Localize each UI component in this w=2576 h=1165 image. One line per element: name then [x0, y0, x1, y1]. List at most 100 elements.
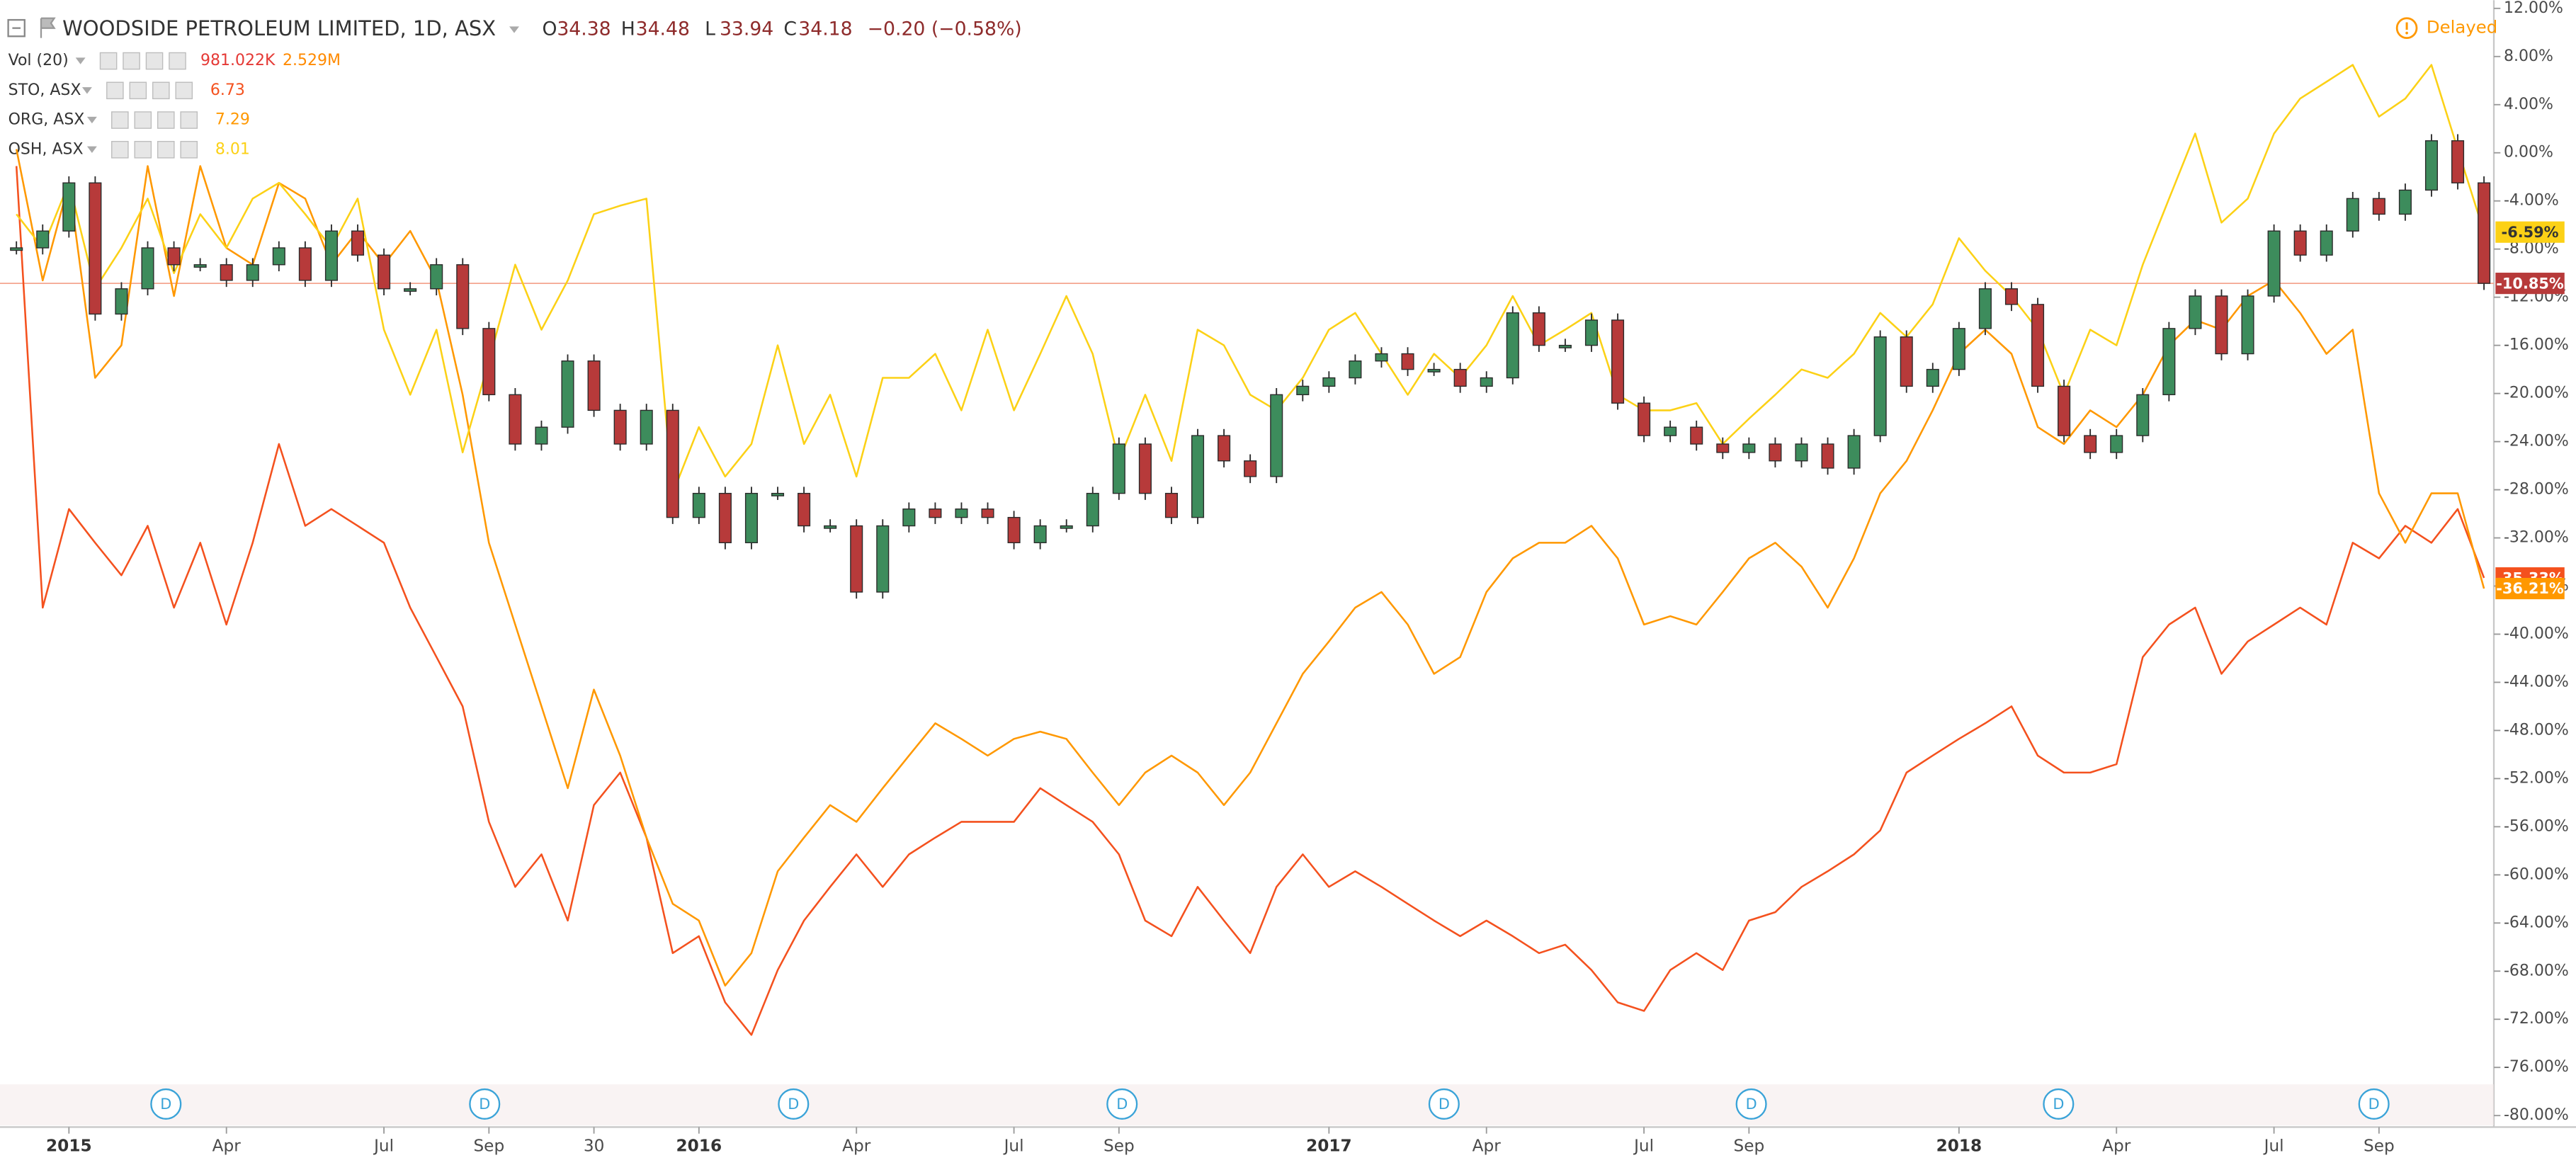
- y-tick-label: -20.00%: [2504, 385, 2569, 402]
- candle-body: [1584, 319, 1599, 346]
- candle-body: [535, 426, 548, 445]
- legend-icon[interactable]: [134, 111, 152, 129]
- candle-body: [324, 230, 338, 281]
- legend-icon[interactable]: [175, 81, 193, 100]
- dropdown-icon[interactable]: [75, 57, 86, 64]
- candle-body: [482, 328, 496, 395]
- ohlc-label: H: [621, 18, 635, 40]
- dropdown-icon[interactable]: [86, 146, 97, 153]
- candle-body: [771, 492, 785, 496]
- eye-icon[interactable]: [99, 52, 118, 70]
- x-tick-label: Jul: [1003, 1137, 1024, 1156]
- volume-pane: [0, 1084, 2495, 1126]
- candle-body: [2110, 435, 2123, 453]
- candle-body: [1401, 353, 1414, 370]
- legend-icon[interactable]: [180, 111, 198, 129]
- collapse-icon[interactable]: [7, 18, 25, 38]
- dividend-label: D: [788, 1096, 799, 1113]
- volume-value: 981.022K: [200, 52, 276, 69]
- price-tag-label: -10.85%: [2496, 275, 2564, 292]
- candle-body: [378, 254, 391, 290]
- candle-body: [1296, 385, 1310, 395]
- candle-body: [1480, 377, 1493, 387]
- dividend-marker[interactable]: [469, 1088, 501, 1120]
- candle-body: [692, 492, 705, 518]
- candle-body: [1558, 344, 1572, 348]
- dividend-marker[interactable]: [1428, 1088, 1460, 1120]
- y-tick-label: -24.00%: [2504, 433, 2569, 450]
- candle-body: [1244, 460, 1257, 477]
- candle-body: [1427, 368, 1441, 373]
- y-tick-label: -44.00%: [2504, 673, 2569, 691]
- dividend-marker[interactable]: [2358, 1088, 2390, 1120]
- dropdown-icon[interactable]: [86, 116, 97, 124]
- dividend-marker[interactable]: [1735, 1088, 1767, 1120]
- legend-icon[interactable]: [106, 81, 124, 100]
- dividend-label: D: [160, 1096, 171, 1113]
- candle-body: [1270, 394, 1283, 477]
- candle-body: [613, 409, 627, 445]
- y-tick-label: -72.00%: [2504, 1010, 2569, 1028]
- candle-body: [351, 230, 365, 256]
- dividend-label: D: [2368, 1096, 2380, 1113]
- candle-body: [850, 525, 863, 593]
- candle-body: [1821, 443, 1834, 469]
- dividend-marker[interactable]: [2043, 1088, 2075, 1120]
- candle-body: [1007, 516, 1021, 544]
- add-icon[interactable]: [145, 52, 164, 70]
- candle-body: [1164, 492, 1178, 518]
- y-tick-label: -76.00%: [2504, 1058, 2569, 1076]
- dividend-label: D: [1439, 1096, 1450, 1113]
- y-tick-label: -60.00%: [2504, 865, 2569, 883]
- settings-icon[interactable]: [123, 52, 140, 70]
- candle-body: [981, 508, 994, 518]
- dividend-label: D: [1116, 1096, 1128, 1113]
- legend-icon[interactable]: [157, 141, 175, 159]
- delayed-label: Delayed: [2427, 17, 2497, 38]
- volume-name: Vol (20): [8, 52, 69, 69]
- legend: STO, ASX 6.73 ORG, ASX 7.29 OSH, ASX 8.01: [8, 81, 250, 159]
- dividend-marker[interactable]: [778, 1088, 810, 1120]
- legend-price: 7.29: [215, 111, 250, 129]
- legend-icon[interactable]: [111, 111, 129, 129]
- x-tick-label: 30: [584, 1137, 605, 1156]
- x-tick-label: 2015: [46, 1137, 92, 1156]
- y-tick-label: -52.00%: [2504, 769, 2569, 787]
- flag-icon[interactable]: [40, 17, 56, 38]
- legend-icon[interactable]: [157, 111, 175, 129]
- y-tick-label: -68.00%: [2504, 962, 2569, 979]
- x-tick-label: Jul: [2263, 1137, 2284, 1156]
- x-tick-label: Apr: [1473, 1137, 1502, 1156]
- candle-body: [1716, 443, 1730, 453]
- price-tag: [2495, 273, 2565, 295]
- legend-price: 8.01: [215, 140, 250, 158]
- y-tick-label: -40.00%: [2504, 625, 2569, 642]
- legend-icon[interactable]: [129, 81, 147, 100]
- legend-icon[interactable]: [134, 141, 152, 159]
- legend-icon[interactable]: [111, 141, 129, 159]
- dividend-marker[interactable]: [1106, 1088, 1138, 1120]
- price-tag-label: -36.21%: [2496, 580, 2564, 597]
- candle-body: [1349, 360, 1362, 379]
- y-tick-label: -80.00%: [2504, 1106, 2569, 1124]
- x-tick-label: Sep: [2364, 1137, 2395, 1156]
- legend-icon[interactable]: [152, 81, 170, 100]
- series-line: [15, 166, 2485, 1036]
- series-line: [16, 64, 2485, 494]
- candle-body: [2031, 304, 2045, 387]
- legend-icon[interactable]: [180, 141, 198, 159]
- candle-body: [929, 508, 942, 518]
- candle-body: [561, 360, 574, 428]
- candle-body: [1952, 328, 1965, 370]
- candle-body: [876, 525, 890, 593]
- legend-price: 6.73: [210, 81, 245, 99]
- remove-icon[interactable]: [169, 52, 186, 70]
- dropdown-icon[interactable]: [81, 87, 92, 94]
- candle-body: [2084, 435, 2097, 453]
- dropdown-icon[interactable]: [509, 26, 519, 33]
- candle-body: [2320, 230, 2333, 256]
- x-tick-label: 2017: [1306, 1137, 1352, 1156]
- y-tick-label: -64.00%: [2504, 914, 2569, 931]
- candle-body: [456, 264, 470, 329]
- dividend-marker[interactable]: [150, 1088, 182, 1120]
